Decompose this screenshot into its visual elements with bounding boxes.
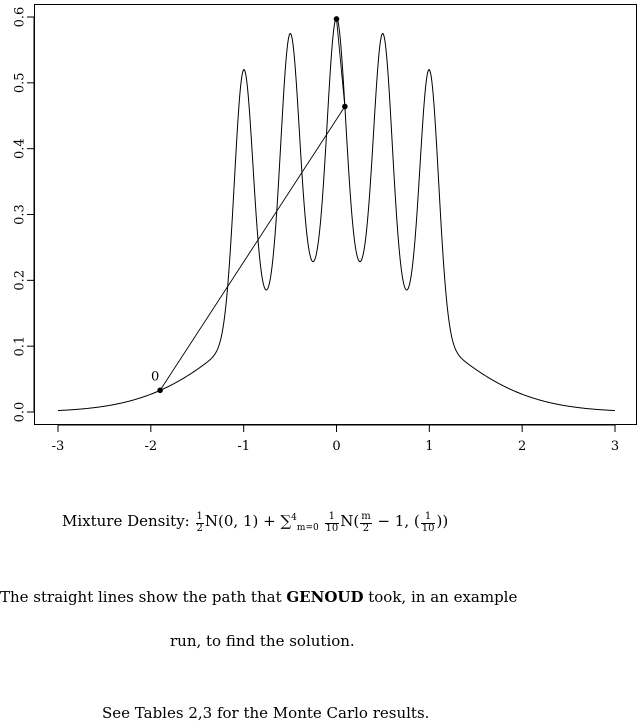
fraction-m-half: m 2: [360, 511, 372, 534]
x-tick-label: -1: [237, 439, 250, 454]
density-curve: [57, 17, 616, 412]
x-axis: -3 -2 -1 0 1 2 3: [52, 424, 619, 454]
path-point: [333, 16, 340, 22]
fraction-variance: 1 10: [420, 511, 436, 534]
x-tick-label: 2: [518, 439, 526, 454]
component-mid: − 1, (: [372, 512, 420, 530]
plot-frame: [34, 4, 637, 425]
path-description-line2: run, to find the solution.: [170, 632, 355, 650]
formula-base-term: N(0, 1) +: [204, 512, 281, 530]
path-point: [342, 103, 348, 110]
x-tick-label: 3: [611, 439, 619, 454]
fraction-half: 1 2: [195, 511, 204, 534]
sum-symbol: ∑: [280, 512, 292, 530]
path-description-line1: The straight lines show the path that GE…: [0, 588, 518, 606]
caption-prefix: Mixture Density:: [62, 512, 195, 530]
y-tick-label: 0.0: [13, 402, 28, 423]
start-point-label: 0: [151, 369, 159, 384]
mixture-density-caption: Mixture Density: 1 2 N(0, 1) + ∑4m=0 1 1…: [62, 511, 449, 534]
path-point: [157, 387, 163, 394]
y-tick-label: 0.2: [13, 270, 28, 291]
component-close: )): [436, 512, 449, 530]
y-tick-label: 0.3: [13, 204, 28, 225]
x-tick-label: -3: [52, 439, 65, 454]
x-tick-label: 1: [425, 439, 433, 454]
search-path-points: [157, 16, 348, 394]
sum-upper-limit: 4: [291, 513, 297, 523]
sum-lower-limit: m=0: [296, 523, 319, 533]
x-tick-label: -2: [144, 439, 157, 454]
y-tick-label: 0.6: [13, 7, 28, 28]
component-open: N(: [340, 512, 360, 530]
y-axis: 0.0 0.1 0.2 0.3 0.4 0.5 0.6: [13, 7, 35, 423]
y-tick-label: 0.4: [13, 138, 28, 159]
monte-carlo-note: See Tables 2,3 for the Monte Carlo resul…: [102, 704, 430, 722]
genoud-name: GENOUD: [286, 588, 364, 606]
y-tick-label: 0.5: [13, 72, 28, 93]
mixture-density-chart: -3 -2 -1 0 1 2 3 0.0 0.1 0.2 0.3 0.4 0.5 0.6 0: [13, 4, 637, 454]
fraction-tenth: 1 10: [324, 511, 340, 534]
x-tick-label: 0: [332, 439, 340, 454]
search-path-line: [159, 18, 346, 391]
y-tick-label: 0.1: [13, 336, 28, 357]
